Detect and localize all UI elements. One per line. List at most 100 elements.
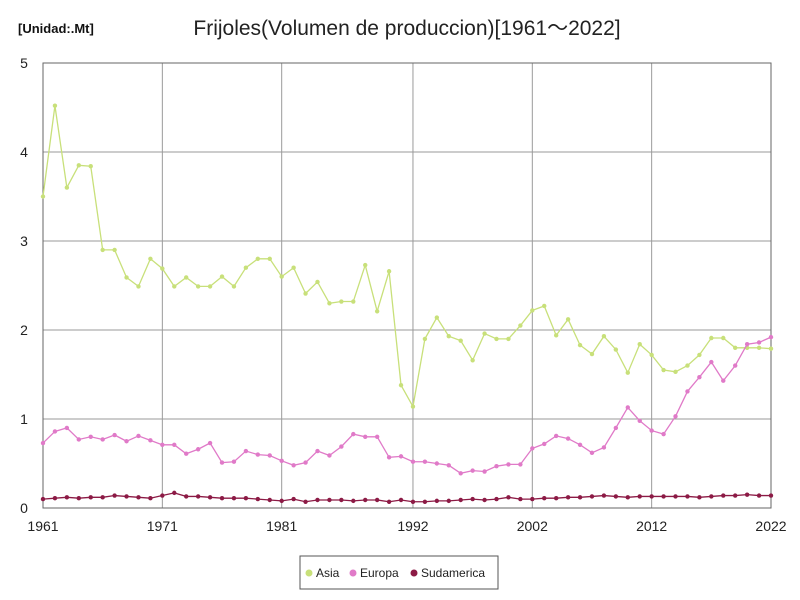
data-point-asia[interactable] [231, 284, 237, 289]
data-point-sudamerica[interactable] [625, 495, 630, 500]
data-point-europa[interactable] [255, 452, 261, 457]
data-point-sudamerica[interactable] [410, 499, 416, 504]
data-point-sudamerica[interactable] [267, 497, 272, 503]
data-point-asia[interactable] [315, 279, 320, 285]
data-point-asia[interactable] [661, 367, 666, 373]
data-point-asia[interactable] [625, 370, 630, 375]
data-point-europa[interactable] [506, 462, 511, 467]
data-point-asia[interactable] [434, 315, 440, 320]
data-point-europa[interactable] [112, 432, 117, 438]
data-point-sudamerica[interactable] [721, 493, 726, 498]
data-point-asia[interactable] [530, 308, 535, 313]
data-point-europa[interactable] [195, 447, 201, 452]
data-point-sudamerica[interactable] [136, 495, 141, 500]
data-point-sudamerica[interactable] [100, 495, 105, 500]
data-point-europa[interactable] [184, 451, 189, 456]
data-point-sudamerica[interactable] [744, 492, 750, 497]
data-point-asia[interactable] [76, 163, 82, 168]
data-point-europa[interactable] [470, 468, 475, 473]
data-point-sudamerica[interactable] [733, 493, 738, 498]
data-point-sudamerica[interactable] [231, 496, 237, 501]
data-point-asia[interactable] [243, 265, 249, 270]
data-point-europa[interactable] [482, 469, 487, 474]
data-point-europa[interactable] [243, 448, 249, 454]
data-point-asia[interactable] [124, 275, 129, 280]
data-point-sudamerica[interactable] [613, 494, 619, 499]
data-point-sudamerica[interactable] [386, 499, 392, 504]
data-point-asia[interactable] [184, 275, 189, 280]
data-point-europa[interactable] [649, 428, 654, 433]
data-point-sudamerica[interactable] [685, 494, 690, 499]
data-point-europa[interactable] [446, 463, 451, 468]
data-point-sudamerica[interactable] [637, 494, 642, 499]
data-point-europa[interactable] [291, 463, 296, 468]
data-point-asia[interactable] [494, 336, 499, 342]
data-point-europa[interactable] [172, 442, 177, 448]
data-point-europa[interactable] [327, 453, 332, 458]
data-point-europa[interactable] [148, 438, 153, 443]
data-point-asia[interactable] [303, 291, 308, 296]
data-point-sudamerica[interactable] [207, 495, 213, 500]
data-point-europa[interactable] [267, 453, 272, 458]
data-point-europa[interactable] [351, 431, 356, 437]
data-point-sudamerica[interactable] [64, 495, 70, 500]
data-point-asia[interactable] [697, 352, 702, 358]
data-point-europa[interactable] [374, 434, 380, 439]
data-point-europa[interactable] [52, 429, 58, 434]
data-point-sudamerica[interactable] [160, 493, 165, 498]
data-point-asia[interactable] [482, 331, 487, 336]
data-point-sudamerica[interactable] [88, 495, 93, 500]
data-point-sudamerica[interactable] [52, 496, 58, 501]
data-point-asia[interactable] [136, 284, 141, 289]
data-point-asia[interactable] [733, 345, 738, 350]
data-point-asia[interactable] [279, 274, 284, 279]
data-point-sudamerica[interactable] [530, 496, 535, 502]
data-point-sudamerica[interactable] [756, 493, 762, 498]
data-point-asia[interactable] [637, 342, 642, 347]
data-point-sudamerica[interactable] [458, 497, 463, 503]
data-point-asia[interactable] [446, 334, 451, 339]
data-point-asia[interactable] [52, 103, 58, 108]
data-point-sudamerica[interactable] [327, 497, 332, 503]
data-point-europa[interactable] [160, 442, 165, 448]
data-point-sudamerica[interactable] [709, 494, 714, 499]
data-point-asia[interactable] [363, 262, 368, 268]
data-point-asia[interactable] [327, 301, 332, 306]
data-point-europa[interactable] [518, 462, 523, 467]
data-point-europa[interactable] [231, 459, 237, 464]
data-point-europa[interactable] [363, 434, 368, 439]
data-point-sudamerica[interactable] [398, 497, 404, 503]
data-point-sudamerica[interactable] [195, 494, 201, 499]
data-point-sudamerica[interactable] [553, 496, 559, 501]
data-point-europa[interactable] [661, 431, 666, 437]
data-point-europa[interactable] [207, 440, 213, 446]
data-point-asia[interactable] [291, 265, 296, 270]
data-point-asia[interactable] [410, 404, 416, 409]
data-point-europa[interactable] [553, 433, 559, 439]
data-point-europa[interactable] [303, 460, 308, 465]
data-point-asia[interactable] [267, 256, 272, 261]
data-point-sudamerica[interactable] [494, 496, 499, 502]
data-point-sudamerica[interactable] [255, 496, 261, 502]
data-point-asia[interactable] [756, 345, 762, 350]
data-point-europa[interactable] [768, 334, 774, 340]
data-point-europa[interactable] [279, 458, 284, 464]
data-point-sudamerica[interactable] [351, 498, 356, 504]
data-point-asia[interactable] [470, 358, 475, 363]
data-point-asia[interactable] [768, 346, 774, 351]
data-point-sudamerica[interactable] [422, 499, 428, 504]
data-point-sudamerica[interactable] [40, 496, 46, 502]
data-point-asia[interactable] [565, 317, 571, 322]
data-point-europa[interactable] [458, 471, 463, 476]
data-point-sudamerica[interactable] [219, 496, 225, 501]
data-point-asia[interactable] [553, 333, 559, 338]
data-point-europa[interactable] [434, 461, 440, 466]
data-point-sudamerica[interactable] [76, 496, 82, 501]
data-point-asia[interactable] [195, 284, 201, 289]
data-point-asia[interactable] [40, 194, 46, 199]
data-point-asia[interactable] [112, 247, 117, 253]
data-point-europa[interactable] [756, 340, 762, 345]
data-point-sudamerica[interactable] [148, 496, 153, 501]
data-point-asia[interactable] [219, 274, 225, 279]
data-point-asia[interactable] [542, 303, 547, 309]
